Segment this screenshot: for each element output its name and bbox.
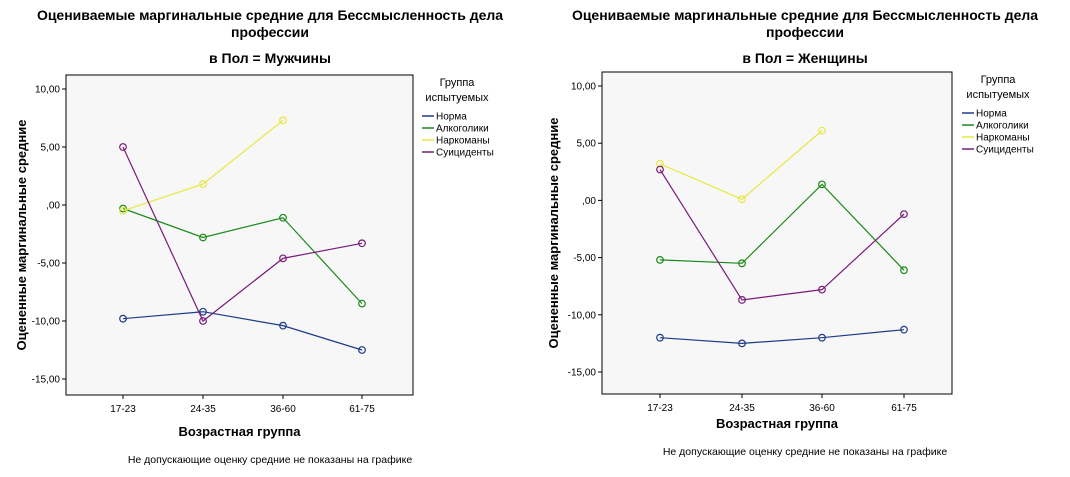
legend-label: Наркоманы bbox=[436, 136, 490, 147]
series-line-1 bbox=[122, 311, 363, 351]
legend-label: Суициденты bbox=[436, 148, 494, 159]
data-point bbox=[818, 126, 826, 135]
x-tick-label: 17-23 bbox=[110, 404, 136, 415]
chart-footnote: Не допускающие оценку средние не показан… bbox=[128, 454, 412, 466]
legend-title-line-1: Группа bbox=[981, 74, 1017, 86]
data-point bbox=[358, 239, 366, 248]
legend-title-line-2: испытуемых bbox=[966, 89, 1030, 101]
y-tick-label: -10,00 bbox=[568, 310, 597, 321]
y-tick-label: 5,00 bbox=[577, 139, 597, 150]
chart-title-line-1: Оцениваемые маргинальные средние для Бес… bbox=[37, 7, 503, 23]
y-tick-label: ,00 bbox=[582, 196, 596, 207]
y-tick-label: 5,00 bbox=[41, 143, 61, 154]
data-point bbox=[656, 255, 664, 264]
data-point bbox=[738, 195, 746, 204]
data-point bbox=[738, 339, 746, 348]
y-tick-label: -5,00 bbox=[37, 259, 60, 270]
data-point bbox=[738, 296, 746, 304]
legend-label: Норма bbox=[976, 109, 1007, 120]
data-point bbox=[358, 299, 366, 308]
series-line-3 bbox=[659, 130, 823, 200]
series-line-4 bbox=[659, 169, 905, 301]
y-axis-title: Оцененные маргинальные средние bbox=[546, 118, 561, 349]
x-tick-label: 61-75 bbox=[891, 403, 917, 414]
x-tick-label: 36-60 bbox=[270, 404, 296, 415]
data-point bbox=[656, 165, 664, 174]
x-axis-title: Возрастная группа bbox=[178, 424, 301, 439]
legend-label: Суициденты bbox=[976, 145, 1034, 156]
x-tick-label: 36-60 bbox=[809, 403, 835, 414]
y-tick-label: 10,00 bbox=[571, 82, 596, 93]
legend-title-line-1: Группа bbox=[440, 77, 476, 89]
x-tick-label: 24-35 bbox=[729, 403, 755, 414]
x-tick-label: 61-75 bbox=[349, 404, 375, 415]
data-point bbox=[279, 254, 287, 263]
series-line-4 bbox=[122, 146, 363, 322]
data-point bbox=[279, 213, 287, 222]
data-point bbox=[199, 233, 207, 242]
data-point bbox=[279, 321, 287, 330]
legend-label: Алкоголики bbox=[436, 124, 489, 135]
chart-title-line-2: профессии bbox=[766, 24, 844, 40]
data-point bbox=[199, 317, 207, 325]
data-point bbox=[900, 210, 908, 219]
data-point bbox=[358, 346, 366, 354]
y-tick-label: -15,00 bbox=[32, 375, 61, 386]
y-axis-title: Оцененные маргинальные средние bbox=[14, 120, 29, 351]
y-tick-label: -10,00 bbox=[32, 317, 61, 328]
series-line-2 bbox=[659, 183, 905, 271]
data-point bbox=[818, 333, 826, 342]
data-point bbox=[900, 325, 908, 334]
data-point bbox=[199, 307, 207, 316]
series-line-2 bbox=[122, 207, 363, 305]
chart-subtitle: в Пол = Мужчины bbox=[209, 50, 331, 66]
data-point bbox=[656, 159, 664, 168]
chart-panel-1: Оцениваемые маргинальные средние для Бес… bbox=[14, 7, 503, 466]
data-point bbox=[900, 266, 908, 275]
data-point bbox=[119, 143, 127, 151]
x-axis-title: Возрастная группа bbox=[716, 416, 839, 431]
series-line-3 bbox=[122, 119, 284, 212]
chart-footnote: Не допускающие оценку средние не показан… bbox=[663, 446, 947, 458]
y-tick-label: -5,00 bbox=[573, 253, 596, 264]
legend-label: Наркоманы bbox=[976, 133, 1030, 144]
x-tick-label: 24-35 bbox=[190, 404, 216, 415]
plot-area bbox=[601, 71, 953, 395]
data-point bbox=[119, 314, 127, 323]
legend-label: Норма bbox=[436, 112, 467, 123]
y-tick-label: -15,00 bbox=[568, 368, 597, 379]
data-point bbox=[656, 333, 664, 342]
data-point bbox=[279, 116, 287, 125]
data-point bbox=[119, 204, 127, 213]
y-tick-label: 10,00 bbox=[35, 85, 60, 96]
series-line-1 bbox=[659, 329, 905, 345]
data-point bbox=[738, 259, 746, 268]
plot-area bbox=[65, 74, 414, 396]
x-tick-label: 17-23 bbox=[647, 403, 673, 414]
data-point bbox=[199, 180, 207, 189]
data-point bbox=[119, 206, 127, 215]
data-point bbox=[818, 180, 826, 189]
data-point bbox=[818, 285, 826, 294]
y-tick-label: ,00 bbox=[46, 201, 60, 212]
chart-panel-2: Оцениваемые маргинальные средние для Бес… bbox=[546, 7, 1038, 458]
chart-title-line-2: профессии bbox=[231, 24, 309, 40]
legend-label: Алкоголики bbox=[976, 121, 1029, 132]
legend-title-line-2: испытуемых bbox=[425, 92, 489, 104]
chart-title-line-1: Оцениваемые маргинальные средние для Бес… bbox=[572, 7, 1038, 23]
chart-subtitle: в Пол = Женщины bbox=[742, 50, 867, 66]
